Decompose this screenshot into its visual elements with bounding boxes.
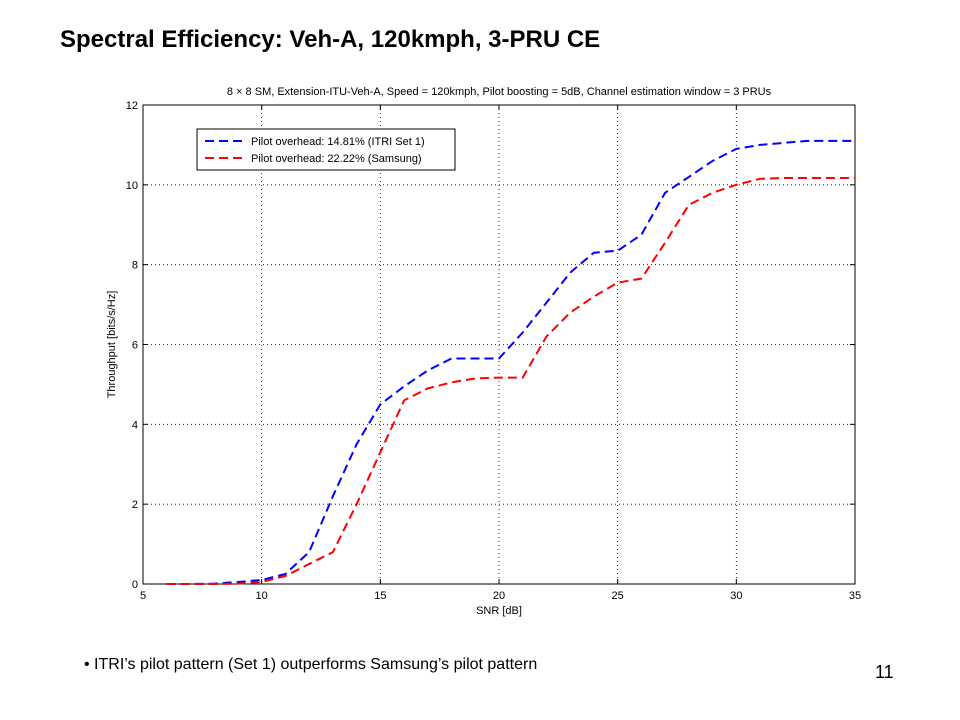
legend-box (196, 128, 456, 171)
legend-label-2: Pilot overhead: 22.22% (Samsung) (251, 153, 422, 165)
y-axis-label: Throughput [bits/s/Hz] (106, 291, 118, 399)
x-tick-label: 25 (612, 590, 624, 602)
x-axis-label: SNR [dB] (476, 605, 522, 617)
y-tick-label: 4 (132, 419, 138, 431)
series-line-1 (166, 139, 855, 585)
bullet-text: ITRI’s pilot pattern (Set 1) outperforms… (94, 656, 538, 673)
y-tick-label: 8 (132, 260, 138, 272)
x-tick-label: 5 (140, 590, 146, 602)
x-tick-label: 35 (849, 590, 861, 602)
y-tick-label: 0 (132, 579, 138, 591)
series-line-2 (166, 177, 855, 585)
y-tick-label: 10 (126, 180, 138, 192)
page-number: 11 (875, 662, 894, 682)
y-tick-label: 12 (126, 100, 138, 112)
x-tick-label: 15 (374, 590, 386, 602)
legend-label-1: Pilot overhead: 14.81% (ITRI Set 1) (251, 136, 425, 148)
x-tick-label: 20 (493, 590, 505, 602)
chart-title: 8 × 8 SM, Extension-ITU-Veh-A, Speed = 1… (227, 86, 772, 98)
slide-title: Spectral Efficiency: Veh-A, 120kmph, 3-P… (60, 26, 601, 53)
bullet-point: • ITRI’s pilot pattern (Set 1) outperfor… (84, 656, 538, 673)
x-tick-label: 10 (256, 590, 268, 602)
y-tick-label: 2 (132, 499, 138, 511)
x-tick-label: 30 (730, 590, 742, 602)
y-tick-label: 6 (132, 340, 138, 352)
